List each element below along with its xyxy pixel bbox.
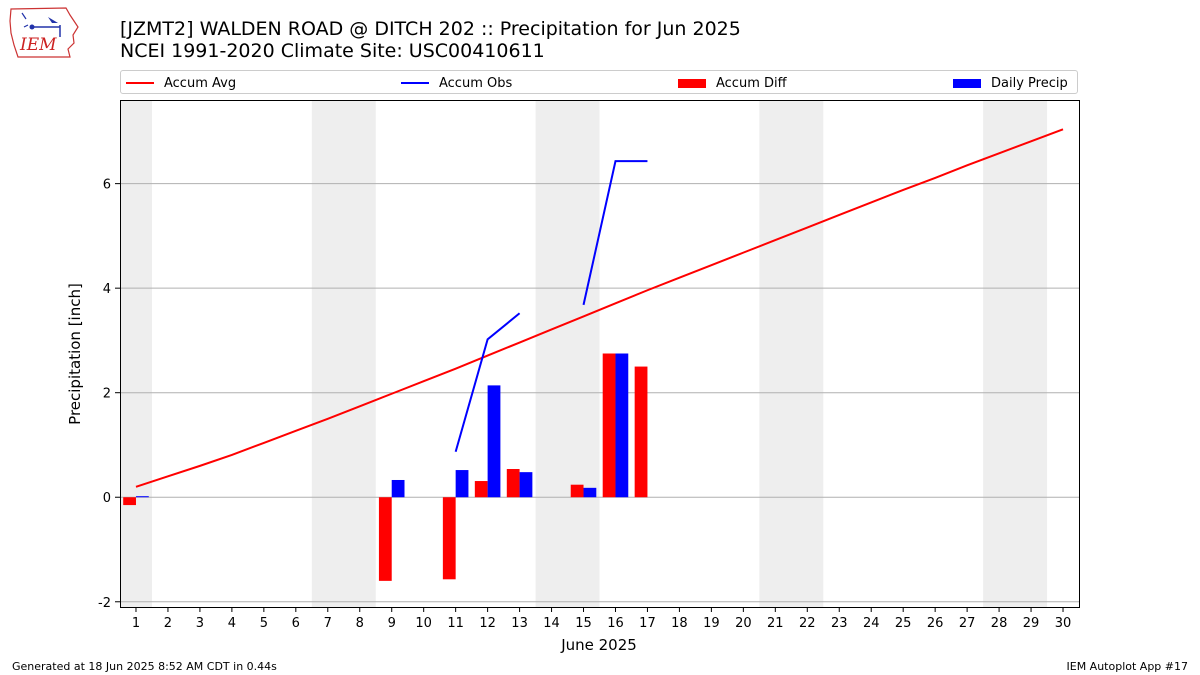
legend-item-accum-avg: Accum Avg [126,74,236,92]
weekend-band [535,100,600,607]
app-credit: IEM Autoplot App #17 [1066,660,1189,673]
iem-logo: IEM [9,7,79,58]
x-tick-label: 26 [927,616,944,631]
chart-legend: Accum Avg Accum Obs Accum Diff Daily Pre… [120,70,1078,94]
x-tick-label: 1 [132,616,140,631]
y-tick-label: 4 [103,282,111,297]
y-tick-label: 2 [103,387,111,402]
x-tick-label: 11 [447,616,464,631]
daily-precip-bar [391,479,405,498]
x-tick-label: 23 [831,616,848,631]
legend-item-daily-precip: Daily Precip [953,74,1068,92]
x-tick-label: 10 [415,616,432,631]
x-tick-label: 21 [767,616,784,631]
line-marks [135,128,1064,488]
legend-swatch-accum-diff [678,78,706,88]
plot-frame [120,100,1080,608]
x-tick-label: 20 [735,616,752,631]
daily-precip-bar [615,353,629,498]
legend-item-accum-obs: Accum Obs [401,74,512,92]
logo-text: IEM [19,35,57,55]
x-tick-label: 12 [479,616,496,631]
legend-item-accum-diff: Accum Diff [678,74,787,92]
accum-diff-bar [506,469,520,498]
legend-swatch-daily-precip [953,78,981,88]
daily-precip-bar [455,470,469,498]
x-tick-label: 24 [863,616,880,631]
x-tick-label: 22 [799,616,816,631]
accum-diff-bar [602,353,616,498]
accum-diff-bar [123,497,136,506]
accum-obs-line [582,160,648,306]
legend-swatch-accum-avg [126,82,154,84]
daily-precip-bar [135,496,149,498]
x-tick-label: 5 [260,616,268,631]
accum-diff-bar [570,484,584,498]
x-tick-label: 7 [324,616,332,631]
accum-diff-bar [378,497,392,581]
legend-label-accum-diff: Accum Diff [716,75,787,91]
accum-obs-line [454,312,521,453]
legend-label-daily-precip: Daily Precip [991,75,1068,91]
x-tick-label: 29 [1023,616,1040,631]
weekend-bands [120,100,1048,607]
y-tick-label: 6 [103,178,111,193]
daily-precip-bar [487,385,501,498]
y-axis-label: Precipitation [inch] [66,283,84,425]
x-tick-label: 27 [959,616,976,631]
x-tick-label: 17 [639,616,656,631]
weekend-band [120,100,152,607]
x-axis-label: June 2025 [560,636,637,654]
x-tick-label: 4 [228,616,236,631]
y-tick-label: 0 [103,491,111,506]
y-tick-label: -2 [98,596,111,611]
bar-marks [123,353,648,581]
x-tick-label: 19 [703,616,720,631]
x-tick-label: 2 [164,616,172,631]
x-tick-label: 18 [671,616,688,631]
accum-diff-bar [474,481,488,498]
x-tick-label: 13 [511,616,528,631]
iowa-outline [9,7,79,58]
x-tick-label: 15 [575,616,592,631]
x-tick-label: 28 [991,616,1008,631]
legend-label-accum-avg: Accum Avg [164,75,237,91]
daily-precip-bar [583,487,597,498]
legend-swatch-accum-obs [401,82,429,84]
accum-diff-bar [442,497,456,580]
weekend-band [759,100,824,607]
x-tick-label: 30 [1055,616,1072,631]
x-tick-label: 8 [356,616,364,631]
x-tick-label: 6 [292,616,300,631]
accum-diff-bar [634,366,648,498]
y-axis: -2 0 2 4 6 [98,178,120,611]
x-tick-label: 25 [895,616,912,631]
x-axis: 1 2 3 4 5 6 7 8 9 10 11 12 13 14 15 16 17 18 19 20 21 22 23 24 2… [132,607,1071,631]
weekend-band [983,100,1048,607]
grid-lines [120,183,1079,603]
daily-precip-bar [519,472,533,498]
chart-title: [JZMT2] WALDEN ROAD @ DITCH 202 :: Preci… [120,18,741,40]
x-tick-label: 16 [607,616,624,631]
x-tick-label: 14 [543,616,560,631]
chart-subtitle: NCEI 1991-2020 Climate Site: USC00410611 [120,40,545,62]
x-tick-label: 9 [388,616,396,631]
generated-timestamp: Generated at 18 Jun 2025 8:52 AM CDT in … [12,660,277,673]
x-tick-label: 3 [196,616,204,631]
accum-avg-line [135,128,1064,488]
legend-label-accum-obs: Accum Obs [439,75,513,91]
weekend-band [311,100,376,607]
